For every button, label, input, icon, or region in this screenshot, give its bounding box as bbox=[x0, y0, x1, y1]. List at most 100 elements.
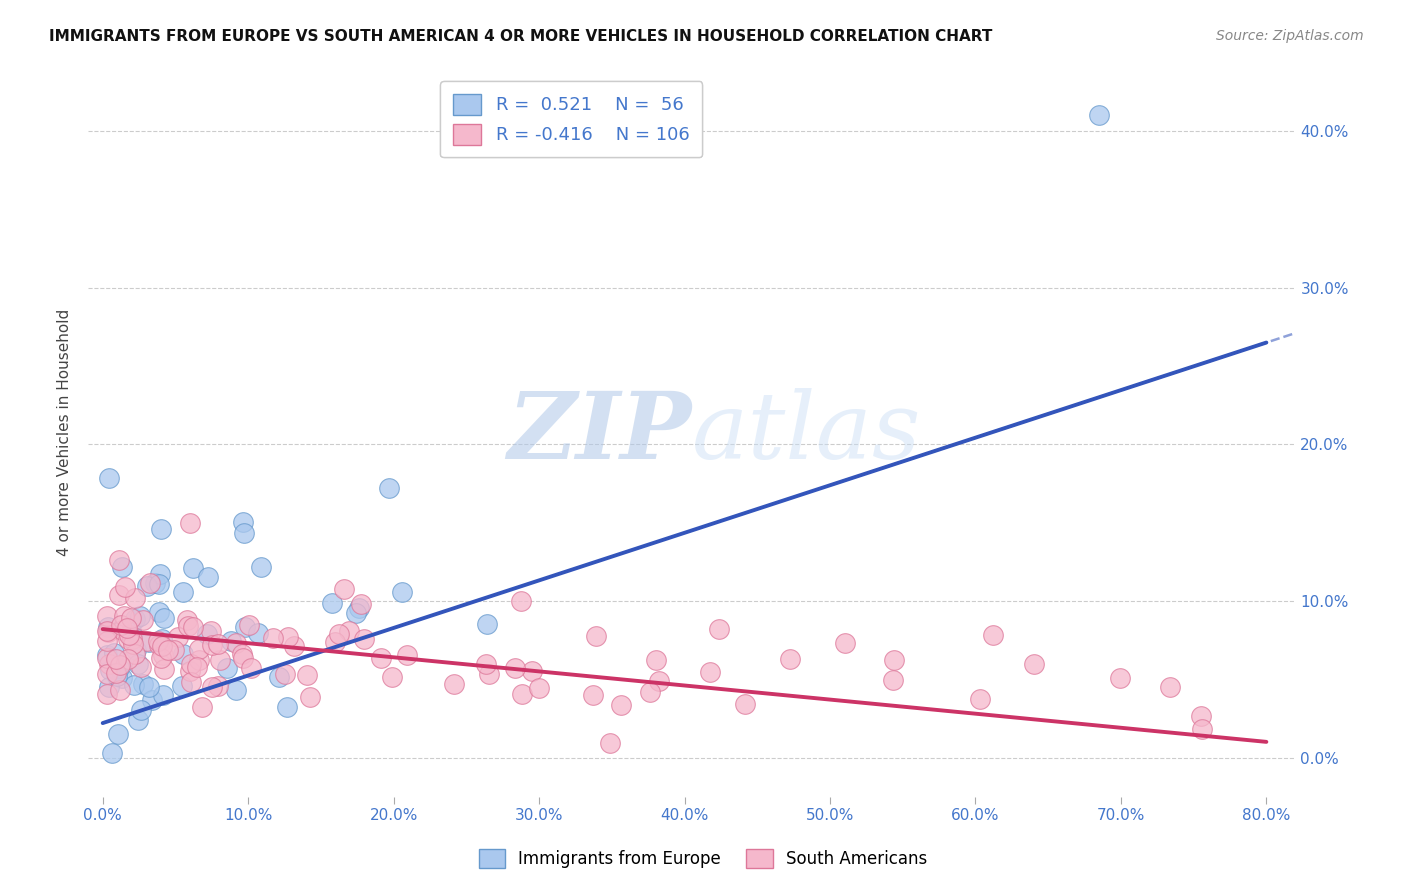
Point bbox=[96, 648, 118, 662]
Point bbox=[127, 714, 149, 728]
Point bbox=[599, 736, 621, 750]
Point bbox=[274, 666, 297, 681]
Point bbox=[527, 681, 550, 696]
Point bbox=[187, 642, 209, 657]
Point bbox=[121, 637, 143, 651]
Point bbox=[96, 634, 118, 648]
Point bbox=[107, 588, 129, 602]
Point bbox=[148, 605, 170, 619]
Point bbox=[610, 698, 633, 713]
Point bbox=[97, 619, 120, 633]
Point bbox=[233, 526, 256, 541]
Point bbox=[120, 611, 142, 625]
Point bbox=[96, 650, 118, 665]
Point bbox=[207, 637, 229, 651]
Point bbox=[219, 634, 242, 648]
Point bbox=[191, 699, 214, 714]
Point bbox=[177, 619, 200, 633]
Point bbox=[97, 471, 120, 485]
Point bbox=[350, 597, 373, 611]
Point bbox=[156, 642, 179, 657]
Point bbox=[108, 682, 131, 697]
Point bbox=[98, 657, 121, 671]
Point bbox=[1108, 671, 1130, 685]
Point bbox=[127, 657, 149, 671]
Point bbox=[96, 624, 118, 639]
Point bbox=[186, 660, 208, 674]
Point bbox=[124, 591, 146, 605]
Point bbox=[129, 660, 152, 674]
Point bbox=[238, 618, 260, 632]
Legend: R =  0.521    N =  56, R = -0.416    N = 106: R = 0.521 N = 56, R = -0.416 N = 106 bbox=[440, 81, 702, 157]
Point bbox=[217, 661, 239, 675]
Point bbox=[117, 632, 139, 646]
Point bbox=[638, 684, 661, 698]
Point bbox=[148, 576, 170, 591]
Point bbox=[267, 670, 290, 684]
Point bbox=[321, 596, 343, 610]
Point bbox=[262, 632, 284, 646]
Point bbox=[110, 658, 132, 673]
Point bbox=[152, 688, 174, 702]
Point bbox=[103, 647, 125, 661]
Y-axis label: 4 or more Vehicles in Household: 4 or more Vehicles in Household bbox=[58, 309, 72, 557]
Point bbox=[283, 639, 305, 653]
Point bbox=[333, 582, 356, 596]
Point bbox=[882, 673, 904, 687]
Point bbox=[176, 613, 198, 627]
Point bbox=[370, 650, 392, 665]
Point bbox=[339, 624, 361, 639]
Point bbox=[112, 609, 135, 624]
Point bbox=[129, 703, 152, 717]
Point bbox=[969, 691, 991, 706]
Point bbox=[981, 627, 1004, 641]
Text: Source: ZipAtlas.com: Source: ZipAtlas.com bbox=[1216, 29, 1364, 43]
Point bbox=[170, 679, 193, 693]
Point bbox=[117, 628, 139, 642]
Point bbox=[295, 668, 318, 682]
Point bbox=[201, 638, 224, 652]
Point bbox=[344, 606, 367, 620]
Point bbox=[98, 680, 121, 694]
Point bbox=[120, 624, 142, 639]
Point bbox=[510, 687, 533, 701]
Point bbox=[276, 700, 298, 714]
Point bbox=[232, 650, 254, 665]
Point bbox=[148, 633, 170, 648]
Point bbox=[141, 693, 163, 707]
Point bbox=[150, 632, 173, 646]
Point bbox=[353, 632, 375, 647]
Point bbox=[1088, 108, 1111, 122]
Point bbox=[648, 674, 671, 689]
Point bbox=[179, 516, 201, 531]
Point bbox=[443, 677, 465, 691]
Point bbox=[1191, 723, 1213, 737]
Point bbox=[152, 648, 174, 663]
Point bbox=[585, 629, 607, 643]
Point bbox=[195, 627, 218, 641]
Point bbox=[139, 575, 162, 590]
Point bbox=[138, 634, 160, 648]
Point bbox=[883, 653, 905, 667]
Point bbox=[110, 559, 132, 574]
Point bbox=[834, 636, 856, 650]
Point bbox=[1159, 680, 1181, 694]
Point bbox=[207, 679, 229, 693]
Point bbox=[122, 677, 145, 691]
Point bbox=[225, 636, 247, 650]
Point bbox=[148, 638, 170, 652]
Point bbox=[187, 653, 209, 667]
Point bbox=[153, 611, 176, 625]
Point bbox=[110, 618, 132, 632]
Point bbox=[172, 647, 194, 661]
Point bbox=[125, 643, 148, 657]
Point bbox=[323, 635, 346, 649]
Point bbox=[328, 627, 350, 641]
Point bbox=[503, 661, 526, 675]
Point bbox=[247, 626, 270, 640]
Point bbox=[131, 613, 153, 627]
Point bbox=[510, 594, 533, 608]
Point bbox=[111, 672, 134, 686]
Point bbox=[172, 584, 194, 599]
Point bbox=[98, 664, 121, 678]
